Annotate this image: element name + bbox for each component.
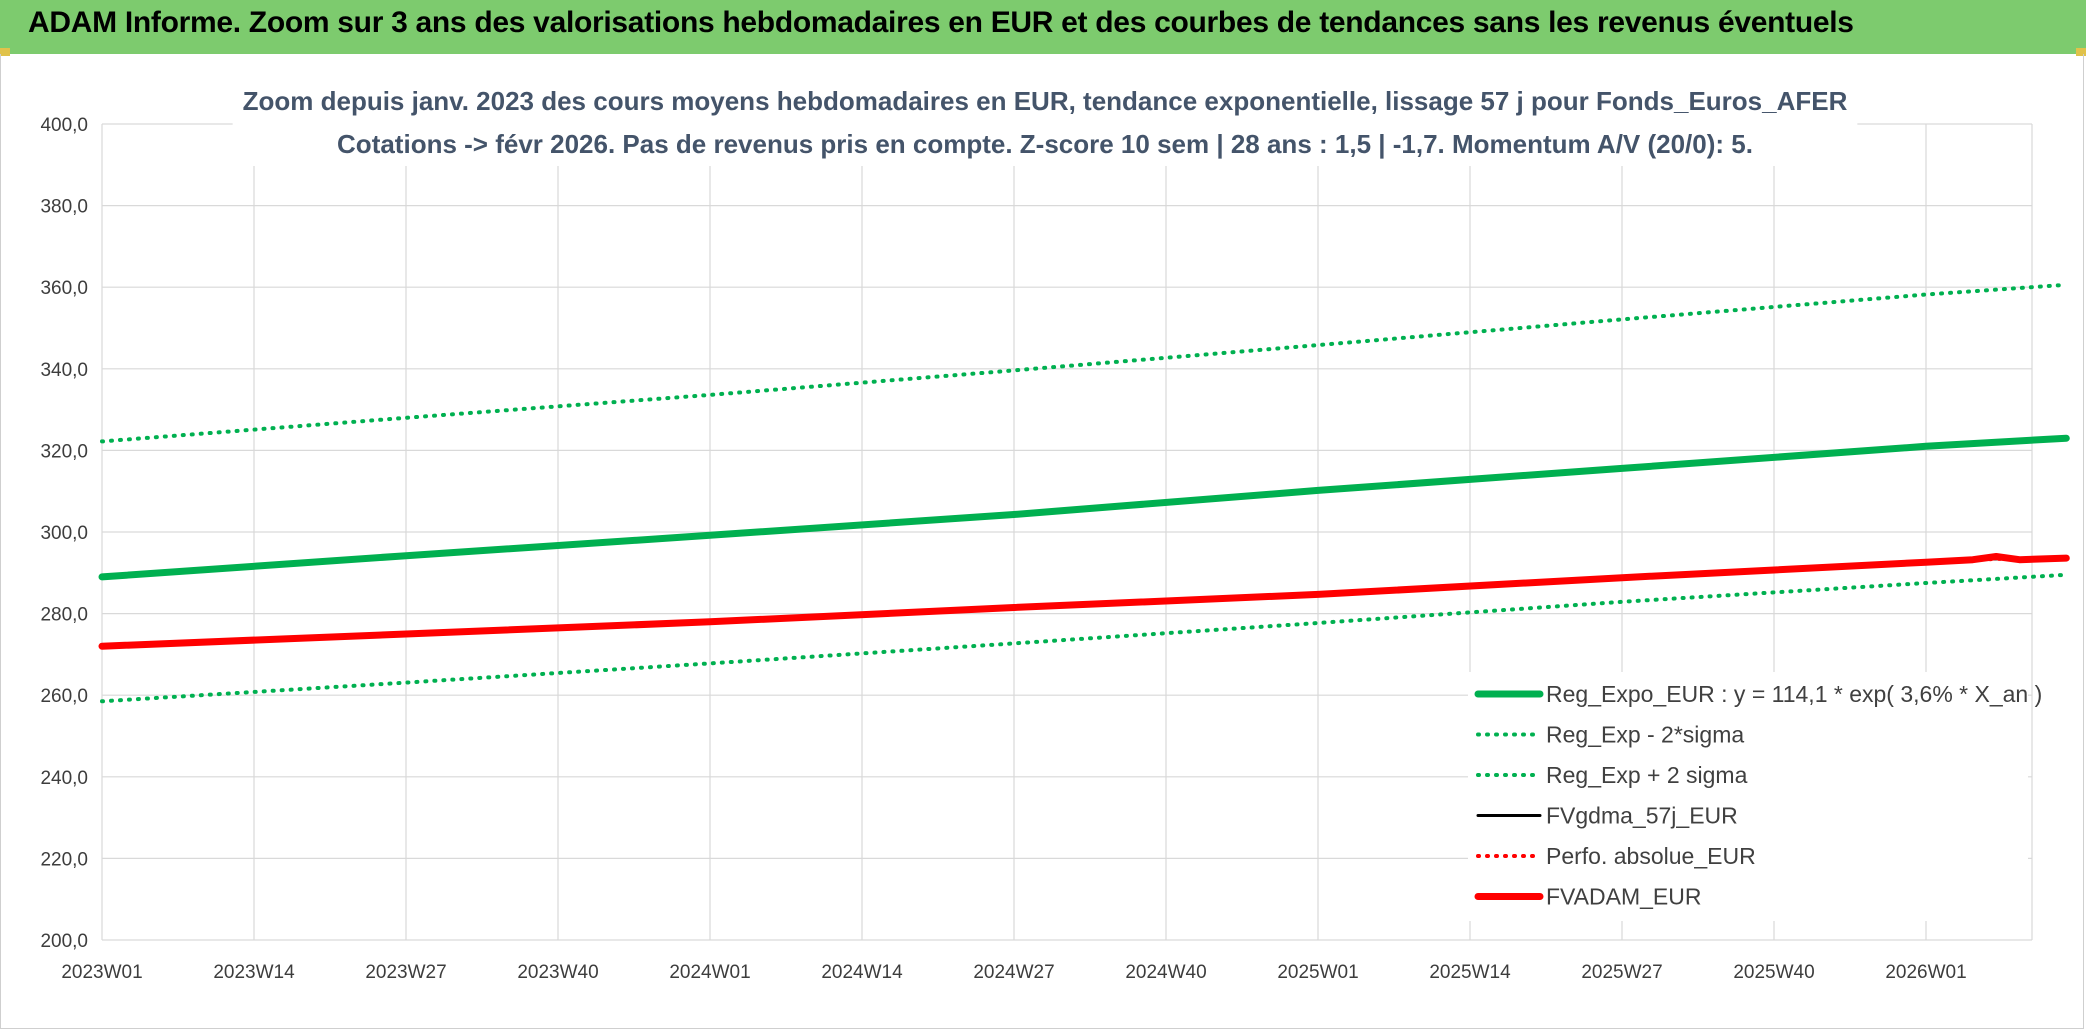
- y-tick-label: 320,0: [40, 441, 88, 462]
- x-tick-label: 2024W14: [821, 962, 903, 983]
- y-tick-label: 200,0: [40, 931, 88, 952]
- x-tick-label: 2025W27: [1581, 962, 1662, 983]
- y-tick-label: 380,0: [40, 197, 88, 218]
- report-title: ADAM Informe. Zoom sur 3 ans des valoris…: [28, 6, 1854, 39]
- legend: Reg_Expo_EUR : y = 114,1 * exp( 3,6% * X…: [1468, 672, 2042, 921]
- legend-label: Reg_Exp - 2*sigma: [1546, 722, 1744, 748]
- y-tick-label: 280,0: [40, 605, 88, 626]
- chart-title: Zoom depuis janv. 2023 des cours moyens …: [243, 86, 1848, 116]
- banner-corner-right: [2076, 48, 2086, 56]
- x-tick-label: 2026W01: [1885, 962, 1966, 983]
- x-tick-label: 2023W40: [517, 962, 598, 983]
- series-line-fvadam_eur: [98, 553, 2070, 650]
- legend-label: Reg_Expo_EUR : y = 114,1 * exp( 3,6% * X…: [1546, 681, 2042, 707]
- y-tick-label: 400,0: [40, 115, 88, 136]
- y-axis-ticks: 200,0 220,0 240,0 260,0 280,0 300,0 320,0 340,0…: [40, 115, 88, 952]
- legend-label: Perfo. absolue_EUR: [1546, 843, 1756, 869]
- series-line-reg_exp: [100, 282, 2069, 444]
- chart-frame: [0, 54, 2084, 1029]
- x-tick-label: 2023W14: [213, 962, 295, 983]
- y-tick-label: 220,0: [40, 849, 88, 870]
- legend-label: Reg_Exp + 2 sigma: [1546, 762, 1748, 788]
- legend-background: [1468, 672, 2028, 921]
- chart-subtitle: Cotations -> févr 2026. Pas de revenus p…: [337, 129, 1753, 159]
- series-line-reg_expo_eur: [98, 434, 2070, 581]
- series-lines: [98, 282, 2070, 704]
- x-tick-label: 2023W01: [61, 962, 142, 983]
- y-tick-label: 340,0: [40, 360, 88, 381]
- x-tick-label: 2025W01: [1277, 962, 1358, 983]
- y-tick-label: 300,0: [40, 523, 88, 544]
- y-tick-label: 260,0: [40, 686, 88, 707]
- y-tick-label: 360,0: [40, 278, 88, 299]
- x-tick-label: 2024W01: [669, 962, 750, 983]
- banner-corner-left: [0, 48, 10, 56]
- grid-lines: [101, 123, 2033, 941]
- x-tick-label: 2023W27: [365, 962, 446, 983]
- x-tick-label: 2024W27: [973, 962, 1054, 983]
- chart-title-background: [232, 78, 1858, 166]
- x-tick-label: 2024W40: [1125, 962, 1206, 983]
- chart-title-block: Zoom depuis janv. 2023 des cours moyens …: [232, 78, 1858, 166]
- legend-label: FVADAM_EUR: [1546, 884, 1702, 910]
- y-tick-label: 240,0: [40, 768, 88, 789]
- legend-label: FVgdma_57j_EUR: [1546, 803, 1738, 829]
- x-axis-ticks: 2023W01 2023W14 2023W27 2023W40 2024W01 2024W…: [61, 962, 1966, 983]
- x-tick-label: 2025W14: [1429, 962, 1511, 983]
- report-banner: ADAM Informe. Zoom sur 3 ans des valoris…: [0, 0, 2086, 54]
- x-tick-label: 2025W40: [1733, 962, 1814, 983]
